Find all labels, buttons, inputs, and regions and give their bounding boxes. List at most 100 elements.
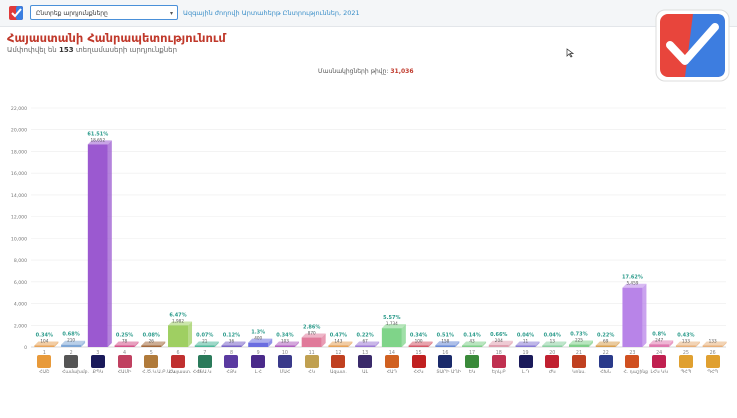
bar-side <box>482 341 487 347</box>
party-icon-cell[interactable]: ՀՀԿ <box>410 355 428 375</box>
bar-value-label: 133 <box>709 339 717 344</box>
party-icon-cell[interactable]: Համախմբ. <box>62 355 89 375</box>
bar-percent-label: 5.57% <box>383 315 400 321</box>
bar <box>328 345 349 347</box>
party-icon-cell[interactable]: ՀԿ <box>303 355 321 375</box>
party-label: Հայաստ. ՀՀԿ <box>169 370 203 375</box>
bar-top <box>542 341 567 346</box>
party-logo-icon <box>438 355 453 368</box>
bar-top <box>488 340 513 345</box>
bar <box>488 344 509 347</box>
bar-value-label: 247 <box>655 337 663 342</box>
party-icon-cell[interactable]: Երկ.Բ <box>490 355 508 375</box>
party-icon-cell[interactable]: Հ. դաշինք <box>623 355 648 375</box>
bar-percent-label: 0.51% <box>437 332 454 338</box>
bar-value-label: 100 <box>415 339 423 344</box>
bar-top <box>675 341 700 346</box>
party-icon-cell[interactable]: Կոնս. <box>570 355 588 375</box>
app-logo-icon[interactable] <box>9 6 23 20</box>
voters-value: 31,036 <box>390 68 414 75</box>
bar <box>168 325 189 347</box>
party-icon-cell[interactable]: Ազատ. <box>329 355 347 375</box>
bar-top <box>408 341 433 346</box>
party-logo-icon <box>705 355 720 368</box>
party-label: Ազատ. <box>329 370 347 375</box>
voters-count: Մասնակիցների թիվը: 31,036 <box>318 68 414 75</box>
bar <box>542 345 563 347</box>
results-select[interactable]: Ընտրեք արդյունքները ▾ <box>30 5 178 20</box>
x-tick-label: 5 <box>150 350 153 356</box>
bar-top <box>34 341 59 346</box>
bar-side <box>268 338 273 347</box>
bar-side <box>161 341 166 347</box>
bar-side <box>428 341 433 347</box>
party-label: ՏԱՐԻ ԱՂԻ <box>436 370 462 375</box>
party-icon-cell[interactable]: ՀՅԿ <box>222 355 240 375</box>
party-icon-cell[interactable]: ՀԱՄԻ <box>116 355 134 375</box>
party-icon-cell[interactable]: ՊՀՊ <box>704 355 722 375</box>
x-tick-label: 2 <box>70 350 73 356</box>
bar-percent-label: 0.22% <box>356 333 373 339</box>
x-tick-label: 10 <box>282 350 288 356</box>
party-icon-cell[interactable]: Հայաստ. ՀՀԿ <box>169 355 203 375</box>
bar-top <box>381 324 406 329</box>
bar-side <box>81 340 86 347</box>
bar-value-label: 5,459 <box>626 281 638 286</box>
x-tick-label: 9 <box>257 350 260 356</box>
bar-value-label: 11 <box>523 339 529 344</box>
party-logo-icon <box>491 355 506 368</box>
party-icon-cell[interactable]: ՔՊԿ <box>89 355 107 375</box>
bar <box>221 345 242 347</box>
page-title: Հայաստանի Հանրապետությունում <box>7 31 226 45</box>
party-logo-icon <box>545 355 560 368</box>
bar-value-label: 210 <box>67 338 75 343</box>
party-icon-cell[interactable]: ՀԽՆ <box>597 355 615 375</box>
bar-side <box>695 341 700 347</box>
party-logo-icon <box>598 355 613 368</box>
y-tick-label: 2,000 <box>14 323 27 329</box>
party-label: Կոնս. <box>572 370 586 375</box>
party-icon-cell[interactable]: Մ.Ա.Կ <box>196 355 214 375</box>
party-logo-icon <box>411 355 426 368</box>
party-icon-cell[interactable]: Լ.Հ <box>249 355 267 375</box>
chevron-down-icon: ▾ <box>169 10 173 17</box>
party-icon-cell[interactable]: ՊՀՊ <box>677 355 695 375</box>
bar-percent-label: 0.68% <box>62 332 79 338</box>
party-icon-cell[interactable]: ՏԱՐԻ ԱՂԻ <box>436 355 462 375</box>
bar-side <box>348 341 353 347</box>
party-icon-cell[interactable]: ՀԱԴ <box>383 355 401 375</box>
party-logo-icon <box>384 355 399 368</box>
y-tick-label: 22,000 <box>11 106 27 112</box>
bar-side <box>134 341 139 347</box>
party-logo-icon <box>518 355 533 368</box>
party-icon-cell[interactable]: ՀԱՇ <box>35 355 53 375</box>
party-icon-cell[interactable]: Լ.Դ <box>517 355 535 375</box>
bar-top <box>168 321 193 326</box>
bar-value-label: 36 <box>229 339 235 344</box>
bar-value-label: 1,734 <box>386 321 398 326</box>
party-icon-cell[interactable]: ԵԿ <box>463 355 481 375</box>
bar-top <box>274 341 299 346</box>
party-label: ԼՀԿ ԿԿ <box>650 370 668 375</box>
bar-side <box>321 333 326 347</box>
bar <box>194 345 215 347</box>
x-tick-label: 17 <box>469 350 475 356</box>
party-icon-cell[interactable]: ԱԼ <box>356 355 374 375</box>
bar-percent-label: 0.66% <box>490 332 507 338</box>
party-logo-icon <box>331 355 346 368</box>
bar-side <box>107 140 112 347</box>
bar <box>568 344 589 347</box>
party-icon-cell[interactable]: ԼՀԿ ԿԿ <box>650 355 668 375</box>
bar-top <box>435 341 460 346</box>
party-logo-icon <box>465 355 480 368</box>
party-logo-icon <box>117 355 132 368</box>
bar-percent-label: 0.34% <box>410 333 427 339</box>
party-icon-cell[interactable]: ԺԿ <box>543 355 561 375</box>
election-title-link[interactable]: Ազգային ժողովի Արտահերթ Ընտրություններ, … <box>183 9 360 17</box>
bar-value-label: 133 <box>682 339 690 344</box>
party-icon-cell[interactable]: ՄԱՀ <box>276 355 294 375</box>
bar <box>702 345 723 347</box>
party-label: ԵԿ <box>468 370 476 375</box>
bar-value-label: 870 <box>308 331 316 336</box>
party-icon-cell[interactable]: Հ.Ծ.Կ.Ա.Բ.Ա.Կ <box>142 355 175 375</box>
